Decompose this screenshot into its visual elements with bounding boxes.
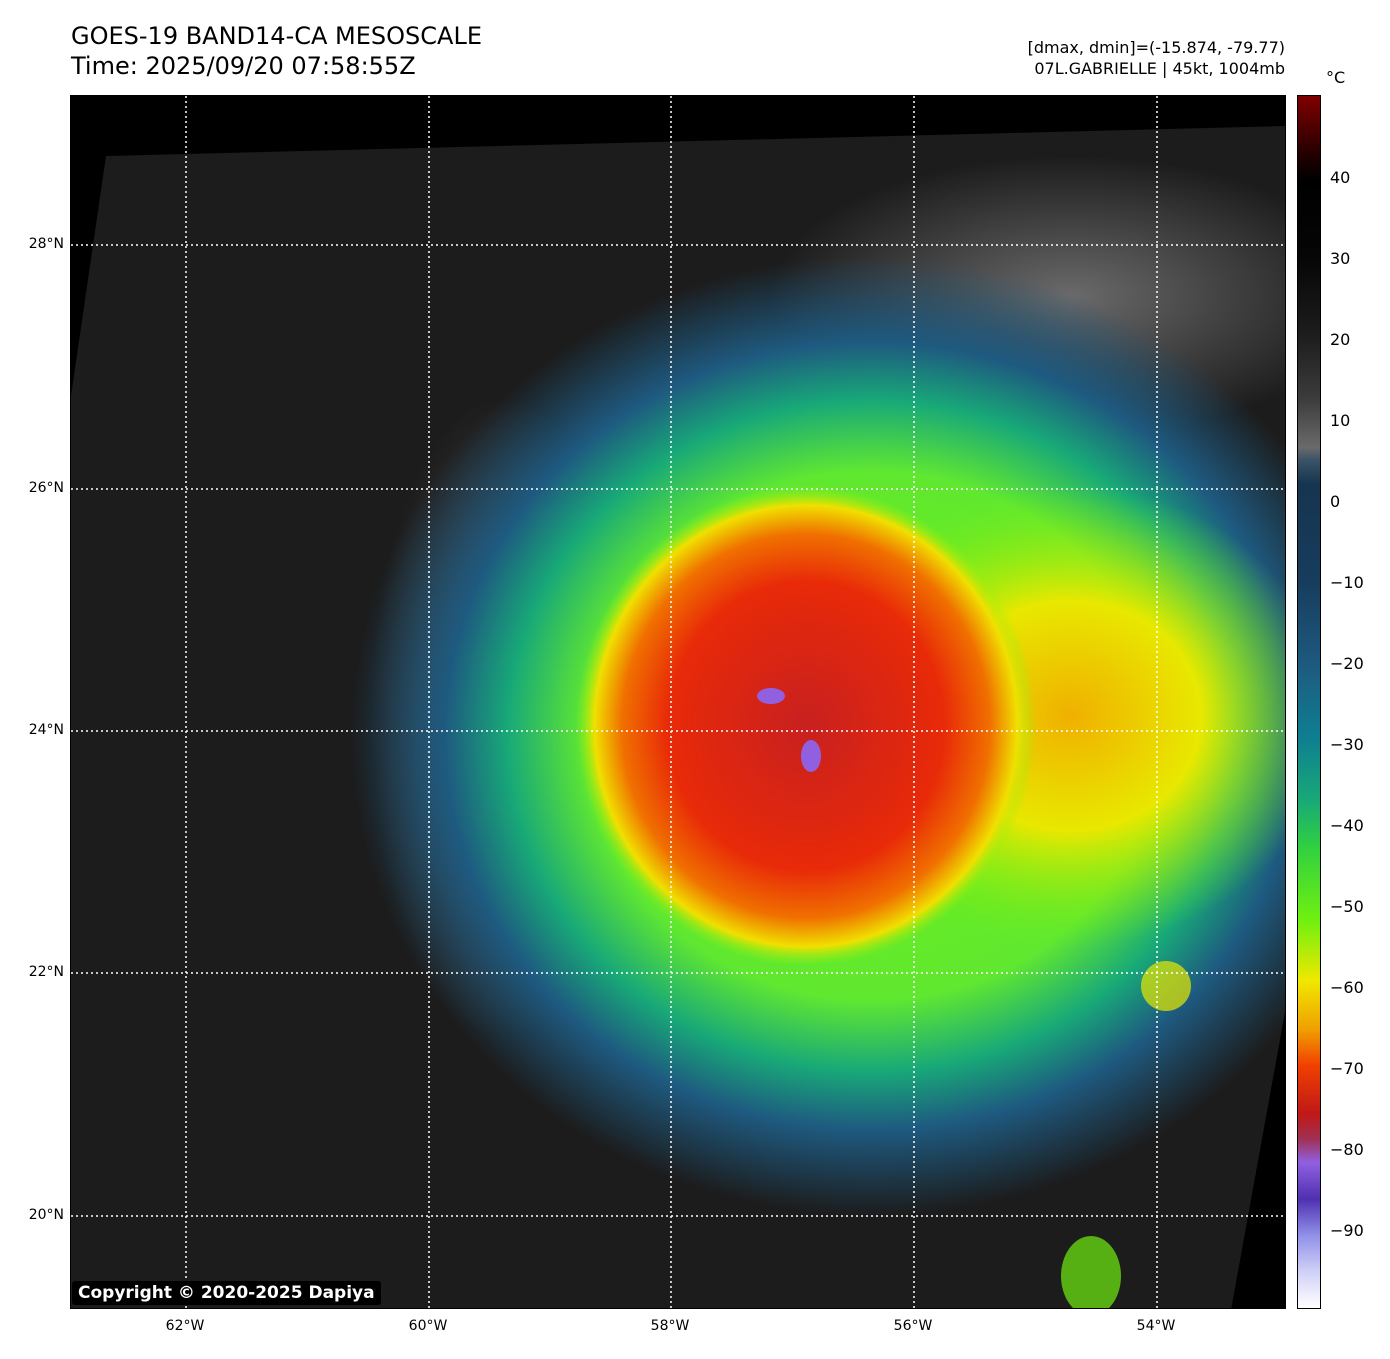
lon-label: 62°W bbox=[165, 1318, 205, 1334]
colorbar-tick: −50 bbox=[1330, 897, 1364, 916]
colorbar-tick: −30 bbox=[1330, 735, 1364, 754]
data-range: [dmax, dmin]=(-15.874, -79.77) bbox=[1027, 38, 1285, 57]
lon-label: 56°W bbox=[893, 1318, 933, 1334]
graticule bbox=[71, 96, 1285, 1308]
colorbar-tick: 30 bbox=[1330, 249, 1351, 268]
colorbar-tick: −20 bbox=[1330, 654, 1364, 673]
colorbar-tick: −10 bbox=[1330, 573, 1364, 592]
colorbar-tick: −40 bbox=[1330, 816, 1364, 835]
lat-label: 28°N bbox=[28, 236, 64, 252]
figure-time: Time: 2025/09/20 07:58:55Z bbox=[71, 52, 416, 80]
storm-info: 07L.GABRIELLE | 45kt, 1004mb bbox=[1034, 59, 1285, 78]
satellite-image bbox=[70, 95, 1286, 1309]
colorbar-tick: −80 bbox=[1330, 1140, 1364, 1159]
lon-label: 60°W bbox=[408, 1318, 448, 1334]
lon-label: 58°W bbox=[650, 1318, 690, 1334]
colorbar-tick: −60 bbox=[1330, 978, 1364, 997]
colorbar-tick: 40 bbox=[1330, 168, 1351, 187]
lat-label: 26°N bbox=[28, 480, 64, 496]
colorbar-tick: −90 bbox=[1330, 1221, 1364, 1240]
colorbar-tick: 20 bbox=[1330, 330, 1351, 349]
figure-title: GOES-19 BAND14-CA MESOSCALE bbox=[71, 22, 482, 50]
lon-label: 54°W bbox=[1136, 1318, 1176, 1334]
copyright-label: Copyright © 2020-2025 Dapiya bbox=[72, 1281, 381, 1305]
lat-label: 22°N bbox=[28, 964, 64, 980]
lat-label: 24°N bbox=[28, 722, 64, 738]
lat-label: 20°N bbox=[28, 1207, 64, 1223]
colorbar-tick: 10 bbox=[1330, 411, 1351, 430]
colorbar-unit: °C bbox=[1326, 68, 1346, 87]
ir-imagery bbox=[71, 96, 1285, 1308]
colorbar-tick: 0 bbox=[1330, 492, 1341, 511]
colorbar bbox=[1297, 95, 1321, 1309]
colorbar-tick: −70 bbox=[1330, 1059, 1364, 1078]
